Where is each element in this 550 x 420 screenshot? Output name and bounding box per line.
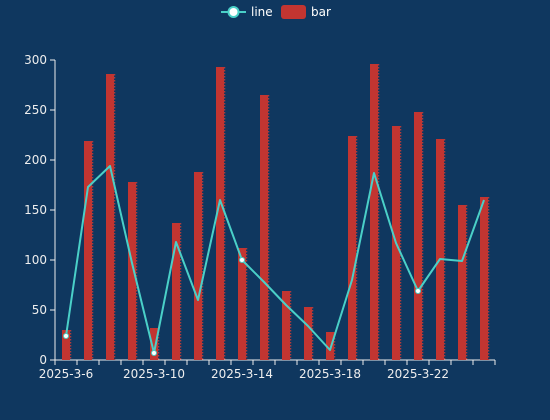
- bar-body: [458, 205, 466, 360]
- bar[interactable]: [150, 328, 160, 360]
- bar-body: [62, 330, 70, 360]
- legend-bar-swatch[interactable]: [281, 5, 306, 19]
- bar-body: [480, 197, 488, 360]
- line-point[interactable]: [239, 257, 245, 263]
- bar[interactable]: [370, 64, 380, 360]
- bar-body: [304, 307, 312, 360]
- bar[interactable]: [238, 248, 248, 360]
- y-tick-label: 300: [24, 53, 47, 67]
- line-point[interactable]: [415, 288, 421, 294]
- bar-body: [436, 139, 444, 360]
- y-tick-label: 150: [24, 203, 47, 217]
- x-tick-label: 2025-3-10: [123, 367, 185, 381]
- bar-body: [172, 223, 180, 360]
- bar[interactable]: [216, 67, 226, 360]
- y-tick-label: 0: [39, 353, 47, 367]
- x-tick-label: 2025-3-14: [211, 367, 273, 381]
- y-tick-label: 50: [32, 303, 47, 317]
- line-series: [63, 165, 485, 356]
- bar[interactable]: [348, 136, 358, 360]
- y-tick-label: 100: [24, 253, 47, 267]
- bar[interactable]: [84, 141, 94, 360]
- legend-label-line[interactable]: line: [251, 5, 273, 19]
- bar-body: [216, 67, 224, 360]
- bar[interactable]: [106, 74, 116, 360]
- bar-body: [128, 182, 136, 360]
- bar-body: [106, 74, 114, 360]
- x-tick-label: 2025-3-22: [387, 367, 449, 381]
- bar-body: [414, 112, 422, 360]
- legend-label-bar[interactable]: bar: [311, 5, 331, 19]
- bar-series: [62, 64, 490, 360]
- bar-body: [370, 64, 378, 360]
- legend: line bar: [221, 5, 331, 19]
- bar-body: [194, 172, 202, 360]
- bar-body: [150, 328, 158, 360]
- bar-body: [238, 248, 246, 360]
- bar[interactable]: [436, 139, 446, 360]
- bar[interactable]: [172, 223, 182, 360]
- x-tick-label: 2025-3-6: [39, 367, 93, 381]
- legend-line-marker: [227, 6, 240, 18]
- bar[interactable]: [128, 182, 138, 360]
- axes: 0 50 100 150 200 250 300 2025-3-6 2025-3-10 2025-…: [24, 53, 496, 381]
- bar[interactable]: [282, 291, 292, 360]
- x-tick-label: 2025-3-18: [299, 367, 361, 381]
- bar[interactable]: [414, 112, 424, 360]
- bar-body: [326, 332, 334, 360]
- line-point[interactable]: [151, 350, 157, 356]
- y-tick-label: 200: [24, 153, 47, 167]
- bar[interactable]: [62, 330, 72, 360]
- bar[interactable]: [458, 205, 468, 360]
- bar[interactable]: [194, 172, 204, 360]
- bar[interactable]: [304, 307, 314, 360]
- line-path: [65, 165, 485, 354]
- line-point[interactable]: [63, 333, 69, 339]
- bar-body: [348, 136, 356, 360]
- y-tick-label: 250: [24, 103, 47, 117]
- bar[interactable]: [260, 95, 270, 360]
- bar[interactable]: [480, 197, 490, 360]
- bar-body: [84, 141, 92, 360]
- bar[interactable]: [326, 332, 336, 360]
- bar-body: [260, 95, 268, 360]
- bar-body: [282, 291, 290, 360]
